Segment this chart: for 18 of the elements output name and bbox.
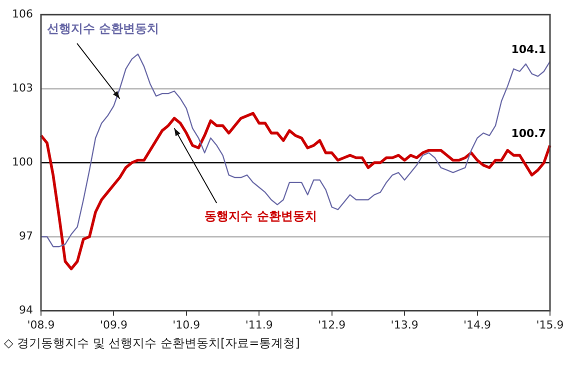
text: ◇ 경기동행지수 및 선행지수 순환변동치[자료=통계청] [3,335,301,351]
x-tick-label: '15.9 [536,318,564,332]
text: 선행지수 순환변동치 [47,22,160,36]
x-tick-label: '09.9 [100,318,128,332]
x-tick-label: '14.9 [464,318,492,332]
data-label: 100.7 [511,126,546,140]
x-tick-label: '13.9 [390,318,418,332]
data-label: 104.1 [511,42,546,56]
y-tick-label: 100 [12,156,33,169]
x-tick-label: '10.9 [172,318,200,332]
text: 동행지수 순환변동치 [204,209,317,224]
y-tick-label: 106 [12,7,33,20]
x-tick-label: '12.9 [318,318,346,332]
y-tick-label: 94 [18,304,33,317]
x-tick-label: '08.9 [27,318,55,332]
x-tick-label: '11.9 [245,318,273,332]
y-tick-label: 103 [12,82,33,95]
y-tick-label: 97 [18,230,33,243]
